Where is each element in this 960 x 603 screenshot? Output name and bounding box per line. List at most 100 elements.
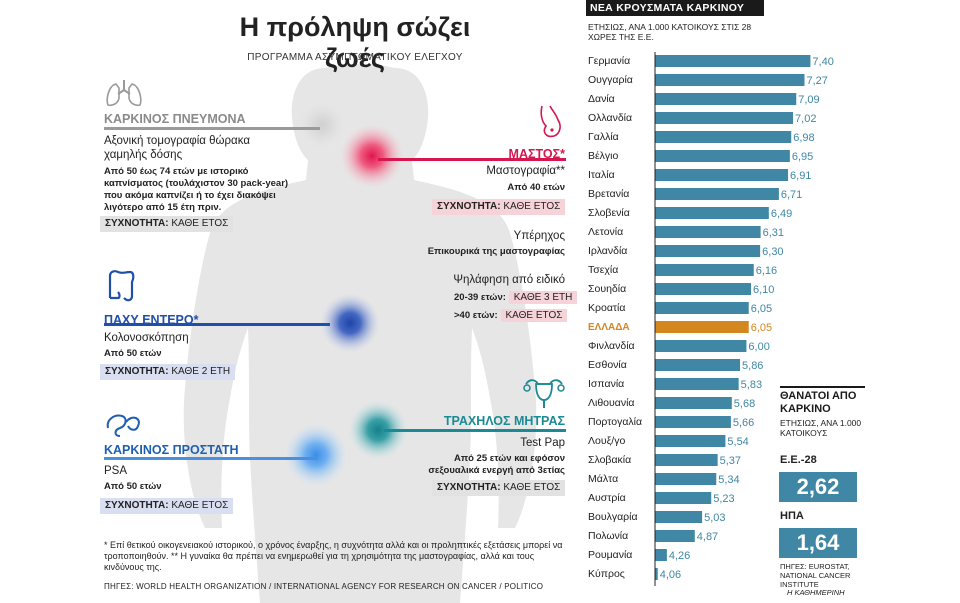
breast-ultrasound: Υπέρηχος: [513, 230, 565, 242]
page-subtitle: ΠΡΟΓΡΑΜΜΑ ΑΣΥΜΠΤΩΜΑΤΙΚΟΥ ΕΛΕΓΧΟΥ: [247, 52, 463, 63]
bar: [655, 264, 754, 276]
category-label: Τσεχία: [588, 264, 618, 276]
breast-icon: [540, 105, 561, 138]
colon-test: Κολονοσκόπηση: [104, 332, 189, 344]
breast-age-1: 20-39 ετών:: [454, 292, 506, 303]
breast-ultrasound-note: Επικουρικά της μαστογραφίας: [427, 246, 565, 257]
uterus-icon: [523, 379, 565, 408]
value-label: 7,27: [806, 75, 827, 87]
value-label: 4,06: [660, 569, 681, 581]
value-label: 5,34: [718, 474, 739, 486]
eu-label: Ε.Ε.-28: [780, 454, 817, 466]
category-label: Βουλγαρία: [588, 511, 638, 523]
category-label: Κύπρος: [588, 568, 625, 580]
category-label: ΕΛΛΑΔΑ: [588, 322, 630, 333]
bar: [655, 340, 747, 352]
bar: [655, 169, 789, 181]
category-label: Βρετανία: [588, 188, 629, 200]
category-label: Λουξ/γο: [588, 435, 625, 447]
category-label: Σουηδία: [588, 283, 626, 295]
value-label: 5,68: [734, 398, 755, 410]
bar: [655, 568, 658, 580]
lung-frequency-label: ΣΥΧΝΟΤΗΤΑ:: [105, 218, 169, 229]
bar: [655, 511, 703, 523]
value-label: 6,00: [748, 341, 769, 353]
value-label: 5,37: [720, 455, 741, 467]
lung-connector: [104, 127, 320, 130]
bar: [655, 283, 751, 295]
category-label: Πορτογαλία: [588, 416, 642, 428]
value-label: 6,95: [792, 151, 813, 163]
bar: [655, 492, 712, 504]
colon-connector: [104, 323, 330, 326]
category-label: Ρουμανία: [588, 549, 632, 561]
page-title: Η πρόληψη σώζει ζωές: [239, 12, 471, 73]
breast-frequency-label: ΣΥΧΝΟΤΗΤΑ:: [437, 201, 501, 212]
value-label: 6,05: [751, 322, 772, 334]
usa-value: 1,64: [779, 528, 857, 558]
value-label: 6,91: [790, 170, 811, 182]
lung-test: Αξονική τομογραφία θώρακα χαμηλής δόσης: [104, 135, 250, 161]
value-label: 7,02: [795, 113, 816, 125]
breast-frequency: ΣΥΧΝΟΤΗΤΑ: ΚΑΘΕ ΕΤΟΣ: [432, 199, 566, 215]
cervix-connector: [384, 429, 566, 432]
breast-age-2: >40 ετών:: [454, 310, 498, 321]
prostate-frequency: ΣΥΧΝΟΤΗΤΑ: ΚΑΘΕ ΕΤΟΣ: [100, 498, 234, 514]
deaths-subtitle: ΕΤΗΣΙΩΣ, ΑΝΑ 1.000 ΚΑΤΟΙΚΟΥΣ: [780, 418, 862, 438]
colon-icon: [108, 270, 135, 302]
bar: [655, 74, 805, 86]
bar: [655, 549, 667, 561]
value-label: 4,26: [669, 550, 690, 562]
value-label: 6,31: [763, 227, 784, 239]
bar: [655, 530, 695, 542]
value-label: 6,98: [793, 132, 814, 144]
chart-subtitle: ΕΤΗΣΙΩΣ, ΑΝΑ 1.000 ΚΑΤΟΙΚΟΥΣ ΣΤΙΣ 28 ΧΩΡ…: [588, 22, 752, 42]
cervix-criteria: Από 25 ετών και εφόσον σεξουαλικά ενεργή…: [428, 453, 565, 476]
prostate-icon: [106, 414, 140, 437]
category-label: Μάλτα: [588, 473, 618, 485]
colon-frequency-label: ΣΥΧΝΟΤΗΤΑ:: [105, 366, 169, 377]
value-label: 5,86: [742, 360, 763, 372]
category-label: Πολωνία: [588, 530, 628, 542]
category-label: Ιρλανδία: [588, 245, 627, 257]
prostate-label: ΚΑΡΚΙΝΟΣ ΠΡΟΣΤΑΤΗ: [104, 443, 239, 457]
lungs-icon: [106, 80, 142, 107]
value-label: 5,66: [733, 417, 754, 429]
bar: [655, 378, 739, 390]
bar: [655, 397, 732, 409]
body-silhouette: [183, 64, 537, 603]
prostate-test: PSA: [104, 465, 128, 477]
breast-freq-1: ΚΑΘΕ 3 ΕΤΗ: [508, 291, 578, 304]
category-label: Λετονία: [588, 226, 623, 238]
cervix-label: ΤΡΑΧΗΛΟΣ ΜΗΤΡΑΣ: [443, 414, 565, 428]
bar: [655, 245, 761, 257]
breast-palpation: Ψηλάφηση από ειδικό: [453, 274, 565, 286]
bar: [655, 112, 794, 124]
deaths-source: ΠΗΓΕΣ: EUROSTAT, NATIONAL CANCER INSTITU…: [780, 562, 851, 589]
cervix-frequency: ΣΥΧΝΟΤΗΤΑ: ΚΑΘΕ ΕΤΟΣ: [432, 480, 566, 496]
footnote: * Επί θετικού οικογενειακού ιστορικού, ο…: [104, 540, 563, 572]
category-label: Κροατία: [588, 302, 625, 314]
value-label: 6,71: [781, 189, 802, 201]
bar: [655, 188, 779, 200]
bar: [655, 454, 718, 466]
category-label: Φινλανδία: [588, 340, 635, 352]
breast-palpation-row-1: 20-39 ετών: ΚΑΘΕ 3 ΕΤΗ: [454, 291, 578, 305]
bar: [655, 435, 726, 447]
bar: [655, 150, 790, 162]
bar: [655, 207, 769, 219]
category-label: Ουγγαρία: [588, 74, 633, 86]
usa-label: ΗΠΑ: [780, 510, 804, 522]
lung-label: ΚΑΡΚΙΝΟΣ ΠΝΕΥΜΟΝΑ: [104, 112, 246, 126]
category-label: Αυστρία: [588, 492, 626, 504]
cervix-test: Test Pap: [520, 437, 565, 449]
colon-frequency: ΣΥΧΝΟΤΗΤΑ: ΚΑΘΕ 2 ΕΤΗ: [100, 364, 236, 380]
bar: [655, 131, 792, 143]
bar: [655, 93, 797, 105]
prostate-frequency-label: ΣΥΧΝΟΤΗΤΑ:: [105, 500, 169, 511]
bar: [655, 226, 761, 238]
lung-criteria: Από 50 έως 74 ετών με ιστορικό καπνίσματ…: [104, 166, 289, 213]
category-label: Δανία: [588, 93, 615, 105]
bar: [655, 359, 741, 371]
value-label: 5,54: [727, 436, 748, 448]
